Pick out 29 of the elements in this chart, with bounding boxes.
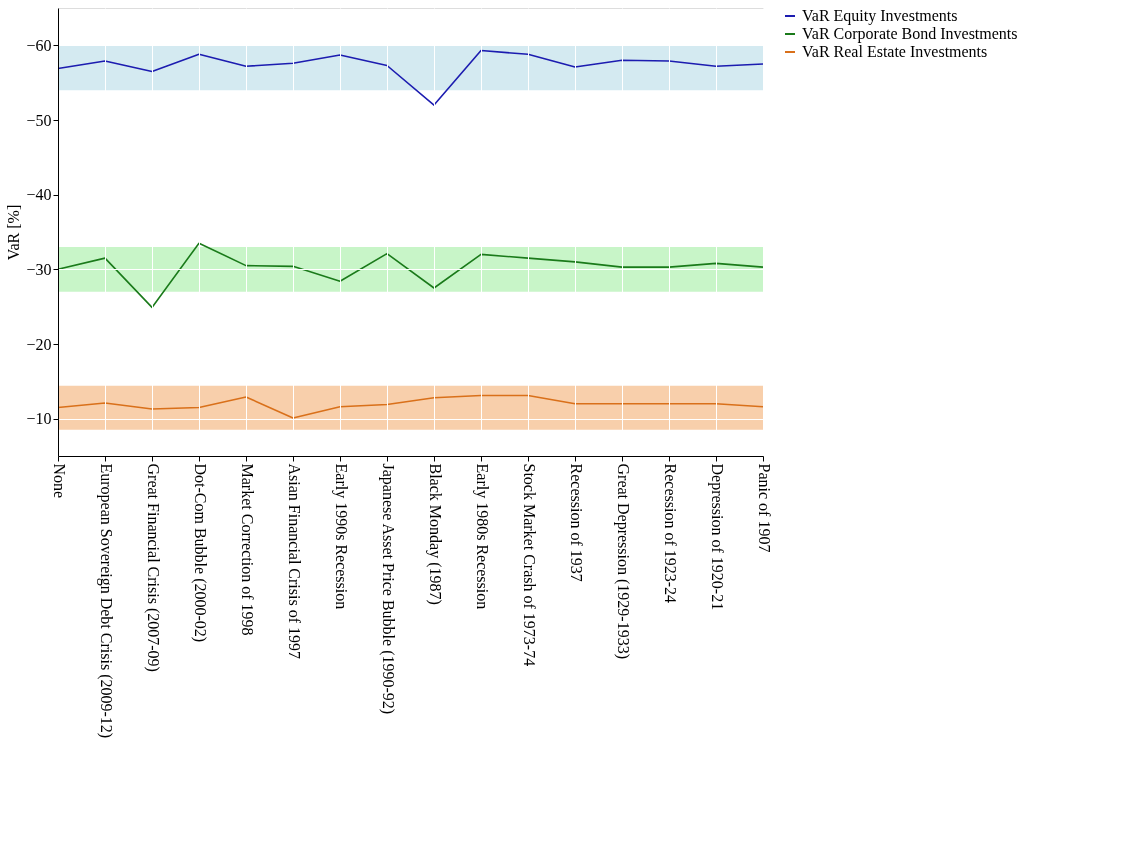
x-tick-label: Early 1980s Recession xyxy=(472,463,491,610)
y-tick-label: −30 xyxy=(26,260,52,278)
x-tick-label: Depression of 1920-21 xyxy=(707,463,726,611)
legend-label: VaR Corporate Bond Investments xyxy=(802,25,1018,43)
x-tick-label: Dot-Com Bubble (2000-02) xyxy=(190,463,209,643)
x-tick-label: Recession of 1923-24 xyxy=(661,463,679,604)
y-tick-label: −20 xyxy=(26,335,52,353)
x-tick-label: Panic of 1907 xyxy=(755,463,773,553)
x-tick-label: Great Depression (1929-1933) xyxy=(613,463,632,659)
y-axis-title: VaR [%] xyxy=(5,204,23,261)
x-tick-label: None xyxy=(50,463,68,499)
y-tick-label: −40 xyxy=(26,186,52,204)
x-tick-label: Recession of 1937 xyxy=(567,463,585,582)
x-tick-label: Japanese Asset Price Bubble (1990-92) xyxy=(378,463,397,715)
line-series xyxy=(57,242,764,309)
x-tick-label: Market Correction of 1998 xyxy=(238,463,256,636)
y-tick-label: −50 xyxy=(26,111,52,129)
x-tick-label: Asian Financial Crisis of 1997 xyxy=(285,463,303,660)
x-tick-label: Early 1990s Recession xyxy=(331,463,350,610)
x-tick-label: European Sovereign Debt Crisis (2009-12) xyxy=(96,463,115,739)
x-tick-label: Great Financial Crisis (2007-09) xyxy=(143,463,162,672)
line-series xyxy=(57,394,764,419)
legend-label: VaR Equity Investments xyxy=(802,7,958,25)
y-tick-label: −10 xyxy=(26,410,52,428)
x-tick-label: Black Monday (1987) xyxy=(425,463,444,605)
y-tick-label: −60 xyxy=(26,36,52,54)
legend-label: VaR Real Estate Investments xyxy=(802,43,988,60)
line-series xyxy=(57,49,764,106)
x-tick-label: Stock Market Crash of 1973-74 xyxy=(520,463,538,667)
